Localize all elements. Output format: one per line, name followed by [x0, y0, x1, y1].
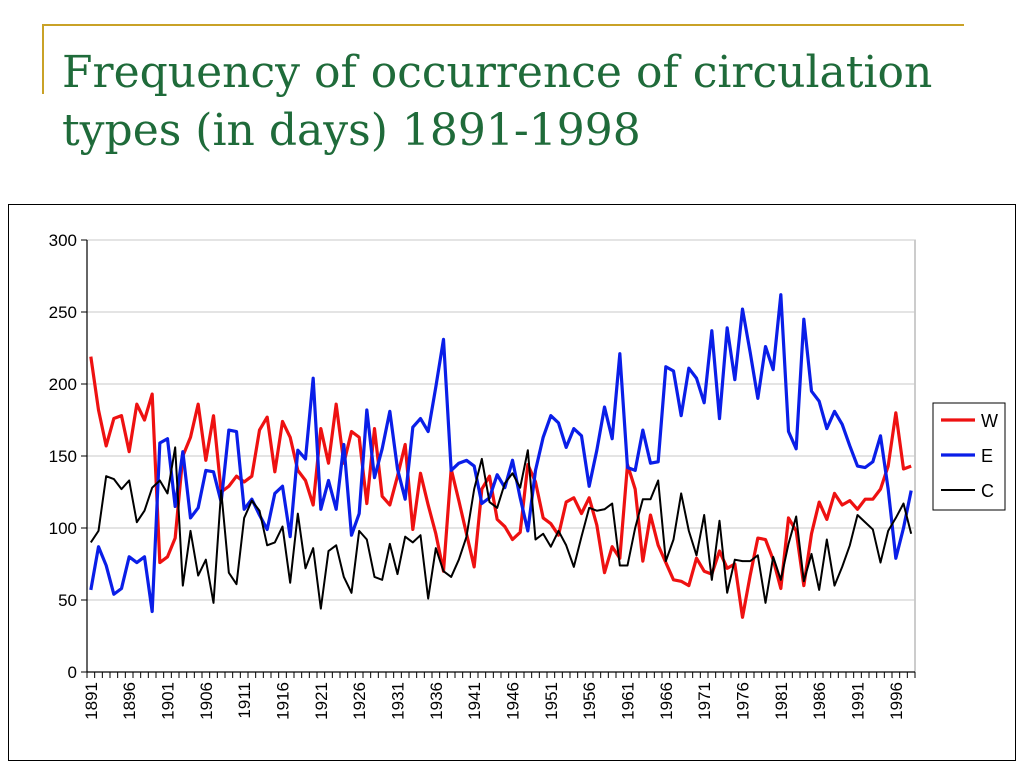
- x-tick-label: 1896: [120, 682, 139, 720]
- legend-label-e: E: [981, 446, 993, 466]
- series-line-e: [89, 293, 913, 614]
- x-tick-label: 1891: [82, 682, 101, 720]
- x-tick-label: 1956: [580, 682, 599, 720]
- page-title: Frequency of occurrence of circulation t…: [62, 47, 933, 156]
- x-tick-label: 1981: [772, 682, 791, 720]
- title-rule-left: [42, 24, 44, 94]
- chart-frame: 0 50 100 150 200 250 300 1891 1896 1901 1906 1911 1…: [8, 204, 1016, 761]
- x-tick-label: 1931: [389, 682, 408, 720]
- x-tick-label: 1996: [887, 682, 906, 720]
- y-tick-label: 250: [49, 303, 77, 322]
- y-tick-label: 100: [49, 519, 77, 538]
- x-tick-label: 1901: [159, 682, 178, 720]
- y-tick-label: 300: [49, 231, 77, 250]
- x-axis-ticks: 1891 1896 1901 1906 1911 1916 1921 1926 1931 1936…: [82, 672, 916, 720]
- title-rule-top: [42, 24, 964, 26]
- x-tick-label: 1976: [734, 682, 753, 720]
- legend: WEC: [932, 402, 1006, 511]
- series-line-c: [89, 446, 913, 610]
- x-tick-label: 1986: [810, 682, 829, 720]
- y-tick-label: 50: [58, 591, 77, 610]
- y-axis-ticks: 0 50 100 150 200 250 300: [49, 231, 87, 682]
- x-tick-label: 1921: [312, 682, 331, 720]
- x-tick-label: 1991: [849, 682, 868, 720]
- x-tick-label: 1951: [542, 682, 561, 720]
- x-tick-label: 1961: [619, 682, 638, 720]
- x-tick-label: 1906: [197, 682, 216, 720]
- x-tick-label: 1971: [695, 682, 714, 720]
- x-tick-label: 1946: [504, 682, 523, 720]
- legend-label-c: C: [981, 481, 994, 501]
- x-tick-label: 1936: [427, 682, 446, 720]
- series-lines: [89, 293, 913, 619]
- x-tick-label: 1941: [465, 682, 484, 720]
- legend-label-w: W: [981, 411, 998, 431]
- series-line-w: [89, 356, 912, 619]
- y-tick-label: 0: [68, 663, 77, 682]
- y-tick-label: 150: [49, 447, 77, 466]
- x-tick-label: 1926: [350, 682, 369, 720]
- y-tick-label: 200: [49, 375, 77, 394]
- x-tick-label: 1911: [235, 682, 254, 719]
- x-tick-label: 1916: [274, 682, 293, 720]
- x-tick-label: 1966: [657, 682, 676, 720]
